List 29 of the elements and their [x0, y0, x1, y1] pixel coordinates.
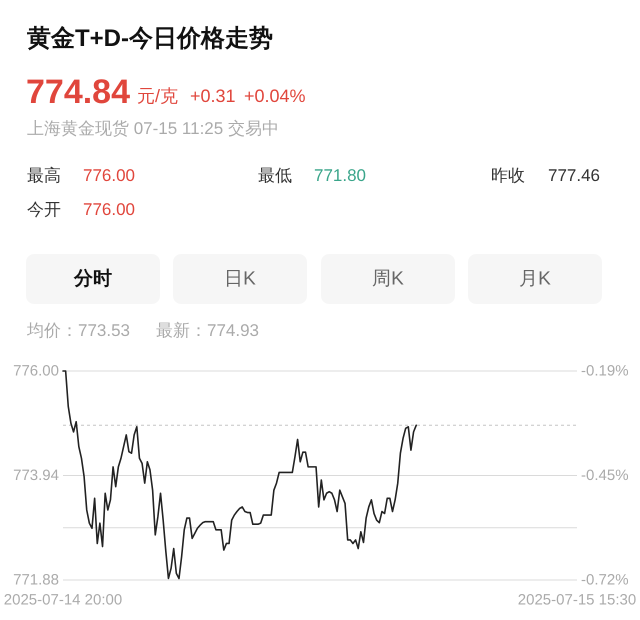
text: 最高 — [27, 166, 61, 185]
line-series — [62, 370, 418, 580]
text: 上海黄金现货 07-15 11:25 交易中 — [27, 119, 279, 138]
text: 周K — [372, 268, 404, 290]
text: 最新：774.93 — [156, 321, 259, 340]
text: 均价：773.53 — [26, 321, 130, 340]
text: 分时 — [73, 268, 112, 290]
text: 月K — [519, 268, 552, 290]
text: 774.84 — [26, 73, 130, 111]
y2-tick-label: -0.19% — [581, 362, 629, 380]
text: 元/克 — [137, 86, 178, 106]
text: 776.00 — [83, 200, 135, 219]
y-tick-label: 771.88 — [13, 572, 59, 588]
text: 771.80 — [314, 166, 366, 185]
y-tick-label: 776.00 — [13, 362, 59, 380]
text: 最低 — [258, 166, 292, 185]
text: +0.04% — [244, 86, 306, 106]
text: 日K — [224, 268, 256, 290]
y2-tick-label: -0.72% — [581, 572, 629, 588]
chart-title: 黄金T+D-今日价格走势 — [26, 25, 273, 52]
y2-tick-label: -0.45% — [581, 467, 629, 484]
text: 776.00 — [83, 166, 135, 185]
text: 777.46 — [548, 166, 600, 185]
x-tick-label: 2025-07-14 20:00 — [4, 592, 122, 608]
x-tick-label: 2025-07-15 15:30 — [518, 592, 636, 608]
text: 昨收 — [491, 166, 525, 185]
y-tick-label: 773.94 — [13, 467, 59, 484]
text: +0.31 — [190, 86, 236, 106]
text: 今开 — [27, 200, 61, 219]
